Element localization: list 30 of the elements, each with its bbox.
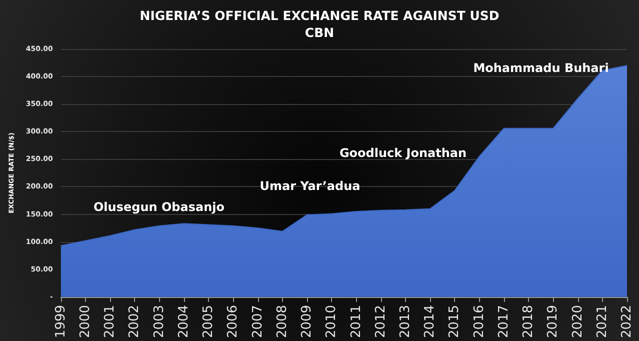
x-tick-label: 2014 bbox=[422, 304, 438, 338]
x-tick-label: 2002 bbox=[127, 304, 142, 338]
x-tick-label: 2018 bbox=[521, 304, 536, 338]
chart-subtitle: CBN bbox=[304, 25, 334, 40]
annotation: Mohammadu Buhari bbox=[473, 61, 609, 75]
x-tick-label: 2003 bbox=[152, 304, 167, 338]
annotation: Umar Yar’adua bbox=[260, 179, 360, 193]
x-tick-label: 2019 bbox=[546, 304, 561, 338]
x-tick-label: 2020 bbox=[570, 304, 586, 338]
x-tick-label: 2009 bbox=[300, 304, 315, 338]
x-tick-label: 2015 bbox=[447, 304, 462, 338]
x-tick-label: 1999 bbox=[53, 304, 68, 338]
x-tick-label: 2007 bbox=[250, 304, 266, 338]
x-tick-label: 2001 bbox=[102, 304, 118, 338]
x-tick-label: 2017 bbox=[496, 304, 512, 338]
x-tick-label: 2013 bbox=[398, 304, 413, 338]
x-tick-label: 2021 bbox=[594, 304, 610, 338]
chart-title: NIGERIA’S OFFICIAL EXCHANGE RATE AGAINST USD bbox=[140, 8, 500, 23]
x-tick-label: 2022 bbox=[620, 304, 634, 338]
x-tick-label: 2016 bbox=[472, 304, 487, 338]
x-tick-label: 2004 bbox=[176, 304, 192, 338]
x-tick-label: 2011 bbox=[348, 304, 364, 338]
x-tick-label: 2012 bbox=[373, 304, 388, 338]
annotation: Olusegun Obasanjo bbox=[93, 200, 225, 214]
x-tick-label: 2010 bbox=[324, 304, 340, 338]
x-tick-label: 2000 bbox=[78, 304, 94, 338]
x-tick-label: 2008 bbox=[274, 304, 290, 338]
annotation: Goodluck Jonathan bbox=[339, 146, 467, 160]
x-tick-label: 2005 bbox=[201, 304, 216, 338]
x-tick-label: 2006 bbox=[226, 304, 241, 338]
